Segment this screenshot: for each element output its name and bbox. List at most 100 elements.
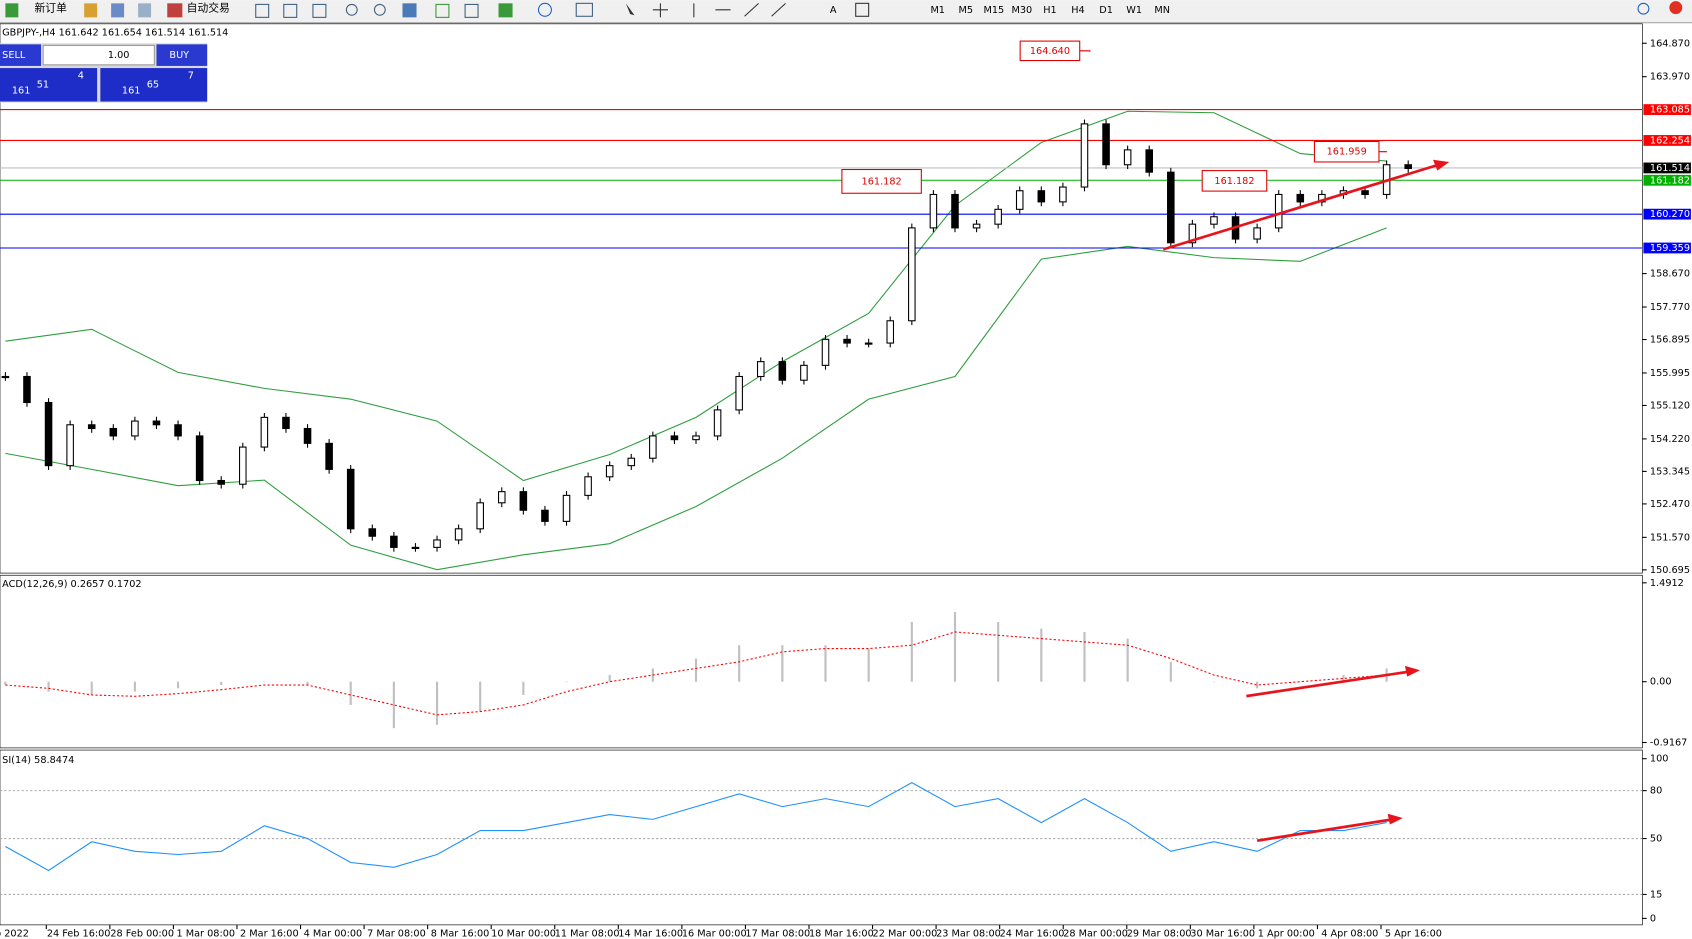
zoom-in[interactable] bbox=[345, 3, 358, 16]
sell-label[interactable]: SELL bbox=[2, 50, 26, 61]
price-level-tag bbox=[1643, 135, 1691, 146]
line-tools[interactable] bbox=[693, 2, 786, 18]
auto-trading-icon[interactable] bbox=[167, 3, 183, 18]
macd-bar bbox=[953, 612, 957, 682]
annotation-box bbox=[841, 168, 922, 194]
timeframe-button[interactable]: H4 bbox=[1071, 5, 1084, 16]
candle bbox=[1404, 164, 1412, 169]
timeframe-button[interactable]: D1 bbox=[1099, 5, 1113, 16]
macd-bar bbox=[435, 681, 439, 725]
macd-bar bbox=[306, 681, 309, 686]
one-click-trading: SELL 1.00 BUY 161 51 4 161 65 7 bbox=[0, 43, 208, 103]
label-tool[interactable] bbox=[855, 2, 870, 17]
y-tick-label: 153.345 bbox=[1650, 466, 1690, 477]
tool-icon[interactable] bbox=[283, 3, 298, 18]
timeframe-button[interactable]: M5 bbox=[959, 5, 974, 16]
ask-small[interactable]: 7 bbox=[188, 71, 194, 82]
price-level-tag bbox=[1643, 242, 1691, 254]
timeframe-button[interactable]: M15 bbox=[983, 5, 1004, 16]
toolbar-icon[interactable] bbox=[138, 3, 152, 18]
macd-bar bbox=[479, 681, 482, 712]
timeframe-button[interactable]: MN bbox=[1154, 5, 1170, 16]
rsi-line bbox=[5, 782, 1387, 872]
candle bbox=[87, 424, 96, 430]
arrow-head bbox=[1433, 159, 1450, 171]
macd-bar bbox=[608, 675, 611, 682]
y-tick-label: 155.995 bbox=[1650, 368, 1690, 379]
auto-trading-button[interactable]: 自动交易 bbox=[187, 2, 230, 15]
candle bbox=[260, 416, 269, 448]
bid-box[interactable] bbox=[0, 68, 98, 102]
lot-field[interactable] bbox=[42, 44, 155, 66]
annotation-label: 161.182 bbox=[862, 176, 902, 187]
tool-icon[interactable] bbox=[312, 3, 327, 18]
ask-main[interactable]: 65 bbox=[147, 79, 159, 90]
candle bbox=[713, 409, 722, 437]
y-tick-label: 158.670 bbox=[1650, 269, 1690, 280]
macd-bar bbox=[1256, 681, 1259, 689]
toolbar-icon[interactable] bbox=[111, 3, 125, 18]
macd-bar bbox=[781, 645, 784, 682]
time-label: 23 Mar 08:00 bbox=[936, 929, 1001, 939]
timeframe-button[interactable]: M30 bbox=[1012, 5, 1033, 16]
tile-windows[interactable] bbox=[402, 3, 417, 18]
candle bbox=[1253, 227, 1261, 240]
time-label: 28 Feb 00:00 bbox=[110, 929, 174, 939]
bid-small[interactable]: 4 bbox=[78, 71, 84, 82]
time-label: 24 Mar 16:00 bbox=[1000, 929, 1065, 939]
search-button[interactable] bbox=[1637, 2, 1650, 15]
toolbar bbox=[0, 0, 1692, 23]
candle bbox=[368, 528, 377, 537]
time-label: 17 Mar 08:00 bbox=[745, 929, 810, 939]
tool-icon[interactable] bbox=[435, 3, 450, 18]
timeframe-button[interactable]: M1 bbox=[930, 5, 945, 16]
indicators-button[interactable] bbox=[498, 3, 513, 18]
price-level-tag bbox=[1643, 162, 1691, 174]
macd-bar bbox=[824, 645, 827, 682]
candle bbox=[239, 446, 247, 485]
tool-icon[interactable] bbox=[255, 3, 270, 18]
crosshair-tool[interactable] bbox=[652, 3, 668, 18]
bid-main[interactable]: 51 bbox=[37, 79, 49, 90]
candle bbox=[1059, 186, 1067, 203]
macd-bar bbox=[4, 681, 7, 686]
trend-arrow bbox=[1256, 817, 1395, 843]
notifications-badge[interactable] bbox=[1669, 1, 1683, 15]
buy-button[interactable] bbox=[156, 44, 208, 66]
toolbar-icon[interactable] bbox=[84, 3, 98, 18]
periods-button[interactable] bbox=[537, 2, 552, 17]
tool-icon[interactable] bbox=[464, 3, 479, 18]
trend-arrows bbox=[1162, 159, 1450, 843]
timeframe-button[interactable]: W1 bbox=[1126, 5, 1142, 16]
candle bbox=[994, 208, 1002, 225]
templates-button[interactable] bbox=[575, 2, 593, 17]
rsi-chart: 100 80 50 15 0 bbox=[0, 754, 1668, 924]
candle bbox=[1274, 193, 1283, 229]
text-tool[interactable]: A bbox=[830, 5, 837, 16]
macd-bar bbox=[1169, 661, 1172, 682]
candle bbox=[778, 361, 787, 381]
candle bbox=[519, 491, 528, 511]
candle bbox=[433, 539, 441, 548]
arrow-head bbox=[1387, 813, 1403, 825]
candle bbox=[1123, 149, 1132, 166]
y-tick-label: 163.970 bbox=[1650, 72, 1690, 83]
lot-value[interactable]: 1.00 bbox=[108, 50, 130, 61]
candle bbox=[1037, 190, 1046, 203]
buy-label[interactable]: BUY bbox=[169, 50, 189, 61]
bid-big[interactable]: 161 bbox=[12, 86, 31, 97]
candle bbox=[195, 435, 204, 482]
candle bbox=[109, 427, 118, 437]
timeframe-button[interactable]: H1 bbox=[1043, 5, 1056, 16]
ask-box[interactable] bbox=[100, 68, 208, 102]
new-order-button[interactable]: 新订单 bbox=[35, 2, 68, 15]
new-order-icon[interactable] bbox=[5, 3, 19, 18]
time-label: 4 Apr 08:00 bbox=[1321, 929, 1378, 939]
ask-big[interactable]: 161 bbox=[122, 86, 141, 97]
y-tick-label: 0.00 bbox=[1650, 677, 1672, 688]
candle bbox=[497, 491, 506, 504]
y-tick-label: 152.470 bbox=[1650, 499, 1690, 510]
zoom-out[interactable] bbox=[373, 3, 386, 16]
sell-button[interactable] bbox=[0, 44, 42, 66]
y-tick-label: 1.4912 bbox=[1650, 578, 1684, 589]
